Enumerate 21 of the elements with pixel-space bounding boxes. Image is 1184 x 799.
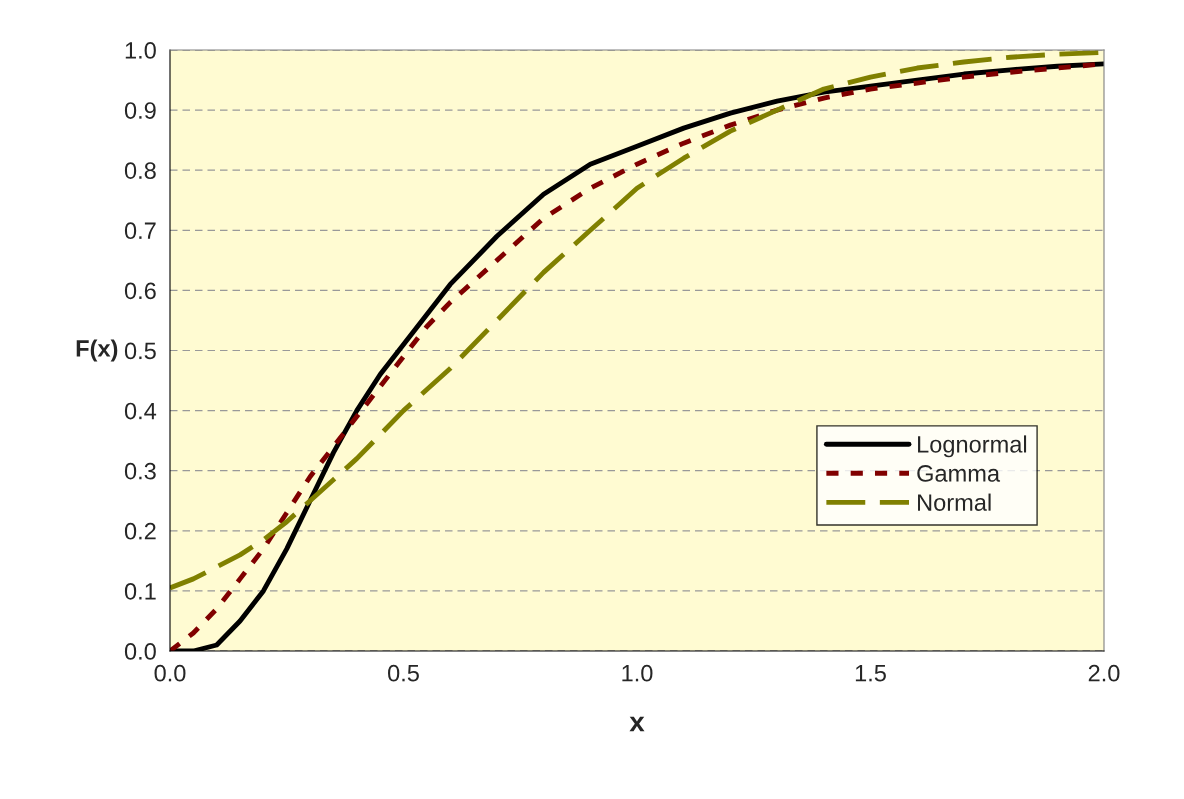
legend-label: Normal: [918, 493, 991, 511]
x-tick-label: 0.5: [388, 664, 419, 682]
y-tick-label: 0.7: [124, 222, 156, 240]
y-tick-label: 0.2: [124, 522, 156, 540]
legend-label: Lognormal: [918, 435, 1027, 458]
x-tick-label: 0.0: [154, 664, 186, 682]
y-tick-label: 0.9: [124, 102, 156, 119]
x-axis-title: x: [629, 716, 645, 732]
y-tick-label: 0.8: [124, 162, 156, 179]
y-tick-label: 1.0: [125, 42, 156, 59]
legend-label: Gamma: [917, 465, 1001, 482]
x-tick-label: 1.0: [622, 664, 653, 682]
y-tick-label: 0.4: [124, 402, 157, 420]
x-tick-label: 2.0: [1088, 664, 1120, 682]
y-tick-label: 0.5: [124, 342, 156, 360]
y-tick-label: 0.1: [124, 582, 156, 600]
x-tick-label: 1.5: [855, 665, 886, 682]
y-axis-title: F(x): [76, 339, 118, 362]
y-tick-label: 0.6: [124, 282, 156, 300]
y-tick-label: 0.0: [124, 643, 156, 660]
y-tick-label: 0.3: [124, 462, 156, 480]
